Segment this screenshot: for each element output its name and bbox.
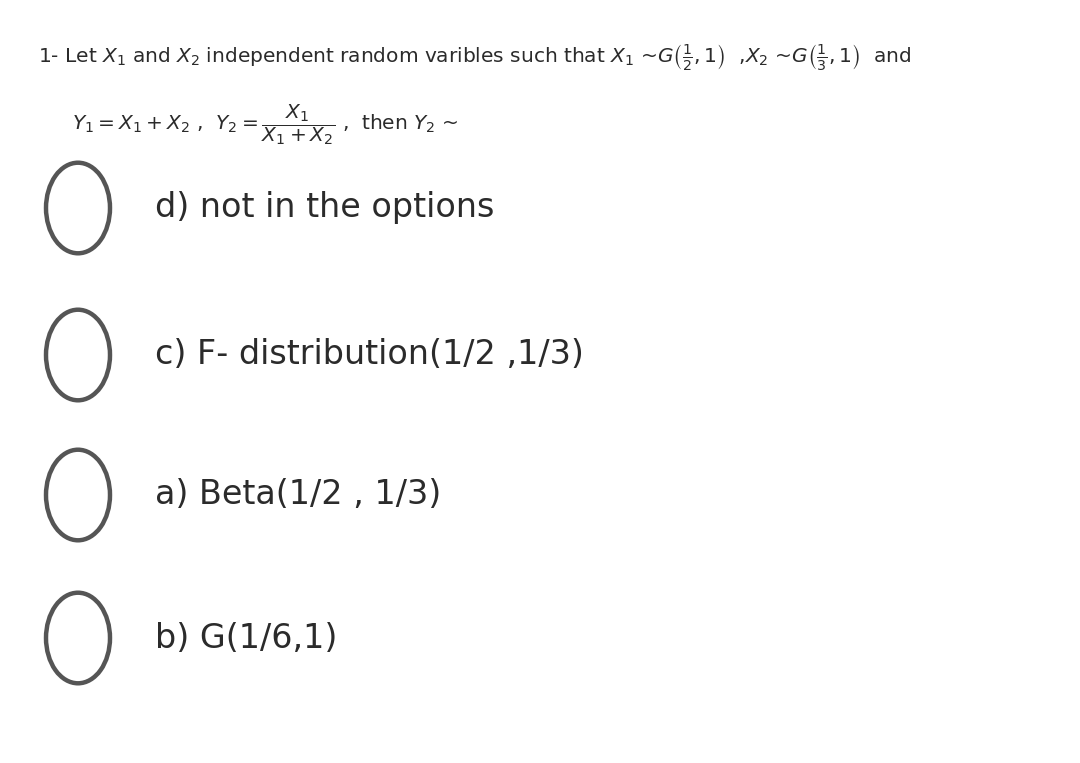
Text: c) F- distribution(1/2 ,1/3): c) F- distribution(1/2 ,1/3) xyxy=(156,339,584,372)
Text: a) Beta(1/2 , 1/3): a) Beta(1/2 , 1/3) xyxy=(156,478,442,511)
Text: d) not in the options: d) not in the options xyxy=(156,192,495,224)
Text: 1- Let $X_1$ and $X_2$ independent random varibles such that $X_1$ ~$G\left(\fra: 1- Let $X_1$ and $X_2$ independent rando… xyxy=(38,43,912,73)
Text: $Y_1 = X_1 + X_2$ ,  $Y_2 = \dfrac{X_1}{X_1+X_2}$ ,  then $Y_2$ ~: $Y_1 = X_1 + X_2$ , $Y_2 = \dfrac{X_1}{X… xyxy=(72,102,458,147)
Text: b) G(1/6,1): b) G(1/6,1) xyxy=(156,622,337,655)
